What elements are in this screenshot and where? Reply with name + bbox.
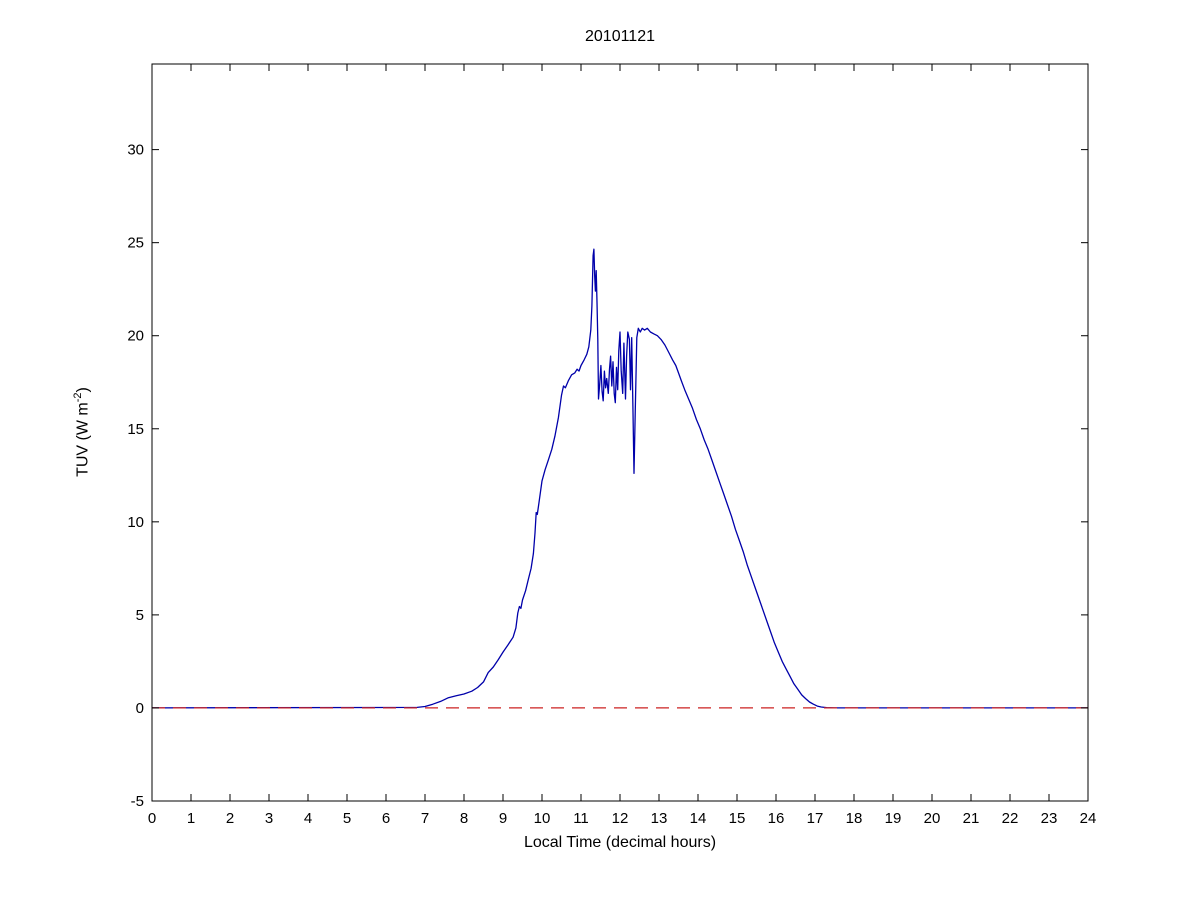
x-tick-label: 11	[573, 810, 589, 827]
x-tick-label: 0	[148, 810, 156, 827]
x-tick-label: 15	[729, 810, 746, 827]
x-tick-label: 17	[807, 810, 824, 827]
x-tick-label: 20	[924, 810, 941, 827]
x-tick-label: 16	[768, 810, 785, 827]
y-tick-label: 5	[136, 607, 144, 624]
x-tick-label: 7	[421, 810, 429, 827]
y-tick-label: 20	[127, 328, 144, 345]
x-tick-label: 21	[963, 810, 980, 827]
y-tick-label: 0	[136, 700, 144, 717]
x-tick-label: 18	[846, 810, 863, 827]
x-tick-label: 19	[885, 810, 902, 827]
x-tick-label: 2	[226, 810, 234, 827]
y-tick-label: 15	[127, 421, 144, 438]
x-tick-label: 5	[343, 810, 351, 827]
x-tick-label: 4	[304, 810, 312, 827]
y-tick-label: 10	[127, 514, 144, 531]
x-tick-label: 8	[460, 810, 468, 827]
y-axis-label-suffix: )	[74, 387, 92, 393]
x-tick-label: 12	[612, 810, 629, 827]
y-axis-label-superscript: -2	[72, 392, 84, 403]
y-axis-label: TUV (W m-2)	[72, 282, 96, 582]
x-tick-label: 14	[690, 810, 707, 827]
chart-title: 20101121	[585, 28, 655, 45]
x-tick-label: 1	[187, 810, 195, 827]
y-axis-label-text: TUV (W m	[74, 402, 92, 477]
x-tick-label: 24	[1080, 810, 1097, 827]
y-tick-label: 25	[127, 235, 144, 252]
x-tick-label: 13	[651, 810, 668, 827]
x-tick-label: 3	[265, 810, 273, 827]
x-axis-label: Local Time (decimal hours)	[523, 834, 717, 851]
x-tick-label: 6	[382, 810, 390, 827]
y-tick-label: 30	[127, 142, 144, 159]
x-tick-label: 9	[499, 810, 507, 827]
x-tick-label: 10	[534, 810, 551, 827]
x-tick-label: 23	[1041, 810, 1058, 827]
x-tick-label: 22	[1002, 810, 1019, 827]
tuv-irradiance-line	[151, 248, 1088, 709]
y-tick-label: -5	[131, 793, 144, 810]
axis-box	[151, 63, 1089, 802]
